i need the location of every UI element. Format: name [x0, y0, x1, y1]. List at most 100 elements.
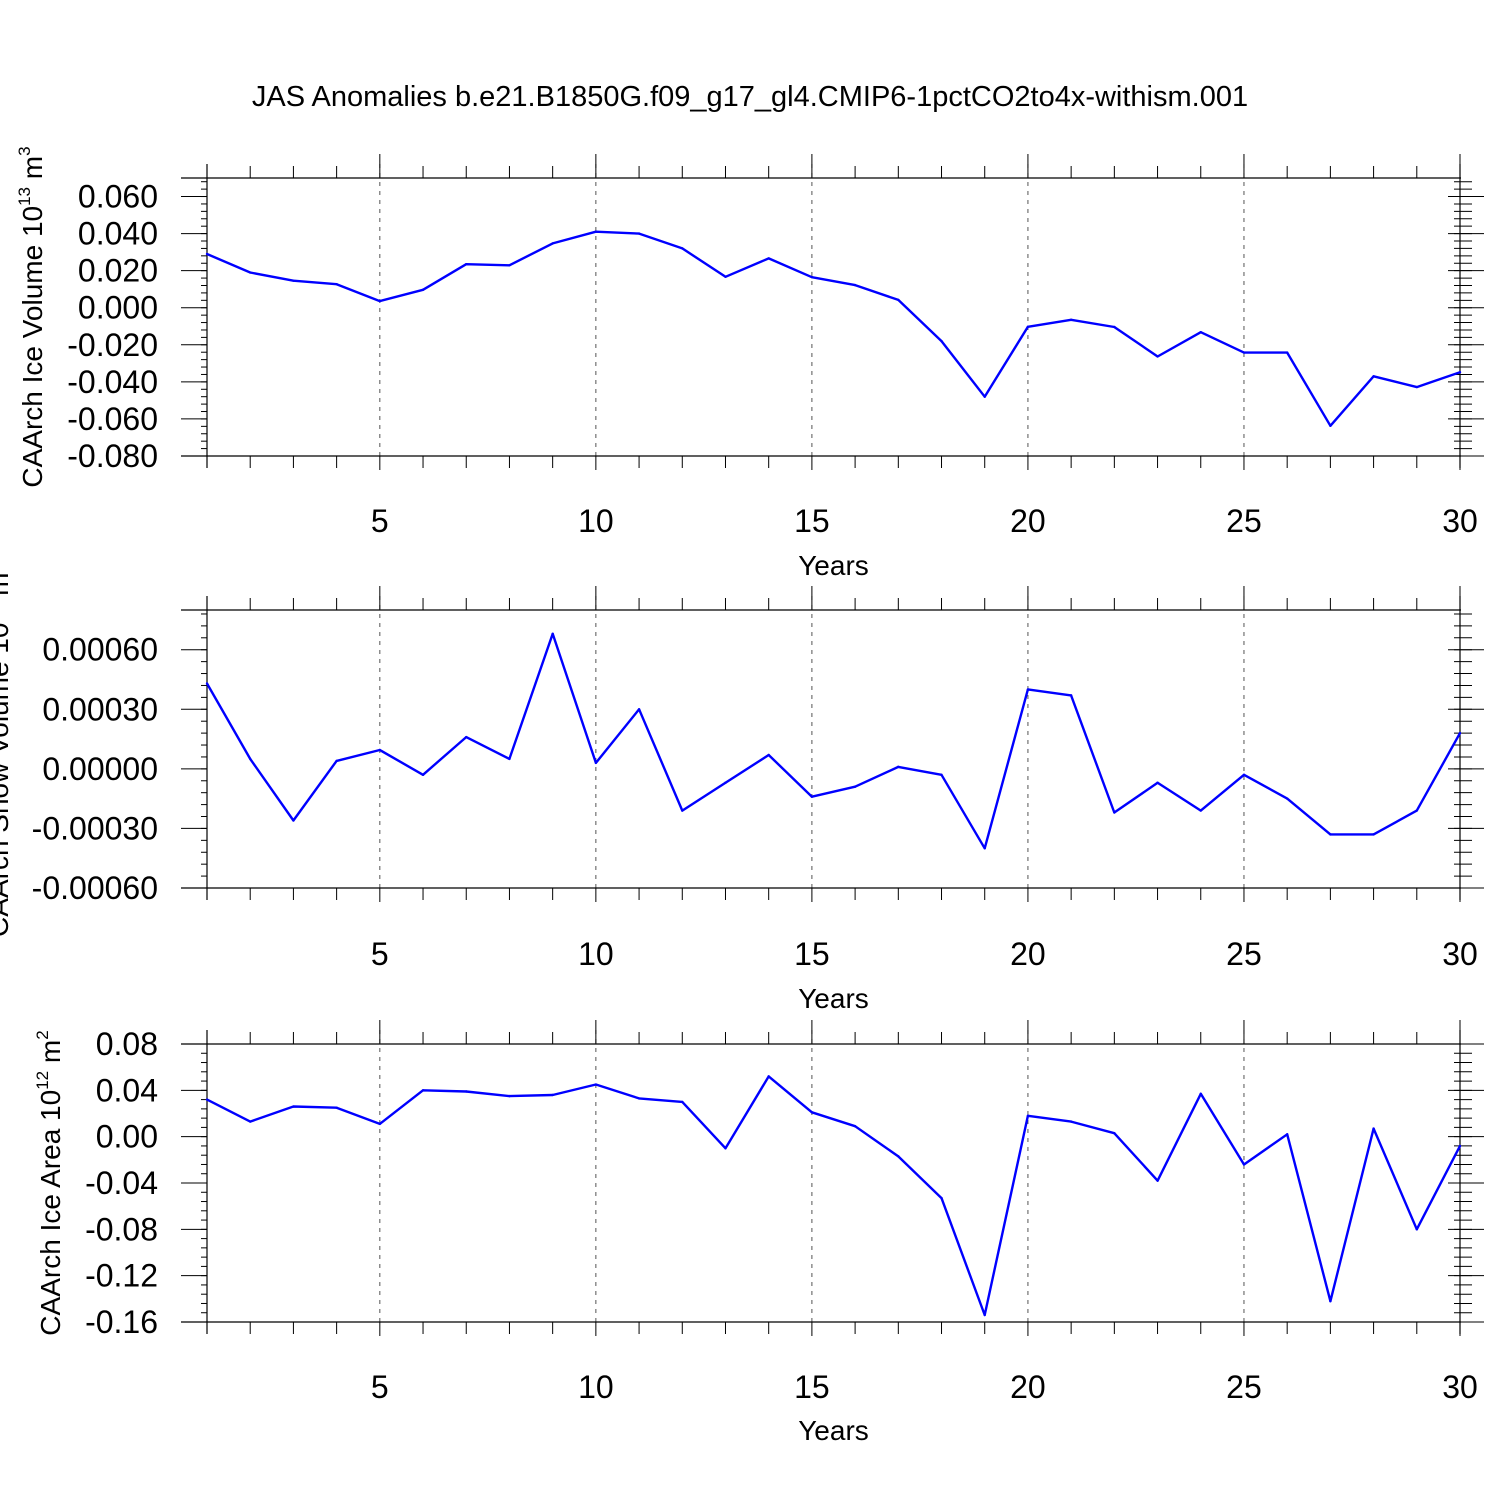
data-point	[1199, 809, 1202, 812]
y-tick-label: -0.16	[85, 1304, 158, 1340]
data-point	[1026, 325, 1030, 329]
data-point	[1458, 731, 1462, 735]
y-tick-label: -0.08	[85, 1211, 158, 1247]
x-tick-label: 20	[1010, 503, 1046, 539]
data-point	[681, 1100, 684, 1104]
data-point	[637, 708, 641, 711]
x-tick-label: 25	[1226, 503, 1262, 539]
data-point	[1199, 330, 1202, 334]
data-point	[637, 1097, 641, 1100]
y-axis-title: CAArch Snow Volume 1013 m3	[0, 563, 14, 937]
data-point	[335, 759, 338, 763]
data-point	[897, 1155, 900, 1158]
data-point	[1026, 1114, 1030, 1118]
chart-panel-1: -0.080-0.060-0.040-0.0200.0000.0200.0400…	[15, 146, 1484, 581]
y-axis-title: CAArch Ice Area 1012 m2	[33, 1030, 66, 1335]
data-point	[940, 773, 943, 777]
y-tick-label: 0.060	[78, 179, 158, 215]
series-line-1	[205, 632, 1462, 850]
data-point	[249, 1120, 252, 1123]
y-tick-label: 0.000	[78, 290, 158, 326]
data-point	[897, 765, 900, 769]
data-point	[1329, 424, 1332, 427]
x-tick-label: 20	[1010, 1369, 1046, 1405]
y-tick-label: 0.00000	[42, 751, 158, 787]
x-tick-label: 15	[794, 503, 830, 539]
data-point	[1458, 1144, 1462, 1148]
data-point	[1415, 1228, 1418, 1231]
x-tick-label: 15	[794, 936, 830, 972]
data-point	[681, 809, 684, 812]
data-point	[378, 748, 382, 752]
data-point	[810, 1111, 814, 1114]
x-tick-label: 10	[578, 1369, 614, 1405]
data-point	[681, 247, 684, 250]
data-point	[249, 271, 252, 274]
data-point	[594, 230, 598, 233]
data-point	[508, 757, 511, 761]
data-point	[983, 1313, 986, 1317]
data-point	[1285, 797, 1289, 800]
data-point	[292, 819, 295, 822]
y-tick-label: 0.04	[96, 1072, 158, 1108]
data-point	[335, 282, 338, 286]
x-axis-title: Years	[798, 550, 869, 581]
data-point	[767, 257, 770, 260]
data-point	[378, 1122, 382, 1126]
x-tick-label: 20	[1010, 936, 1046, 972]
data-point	[1113, 811, 1116, 814]
data-point	[551, 1093, 554, 1097]
data-point	[810, 795, 814, 798]
data-point	[249, 757, 252, 761]
data-point	[1113, 325, 1116, 329]
data-point	[1156, 355, 1159, 358]
y-axis-title: CAArch Ice Volume 1013 m3	[15, 146, 48, 487]
data-point	[1372, 375, 1375, 378]
data-point	[853, 283, 857, 287]
data-point	[421, 1089, 425, 1092]
x-tick-label: 30	[1442, 1369, 1478, 1405]
x-axis-title: Years	[798, 983, 869, 1014]
data-point	[853, 785, 857, 788]
data-point	[1069, 1120, 1073, 1123]
data-point	[767, 753, 770, 757]
y-tick-label: -0.12	[85, 1258, 158, 1294]
data-point	[853, 1125, 857, 1128]
data-point	[897, 298, 900, 302]
data-point	[335, 1106, 338, 1109]
y-tick-label: 0.00	[96, 1119, 158, 1155]
data-point	[1069, 694, 1073, 697]
y-tick-label: -0.00060	[32, 870, 158, 906]
data-point	[1458, 371, 1462, 374]
x-tick-label: 30	[1442, 936, 1478, 972]
data-point	[1285, 351, 1289, 354]
data-point	[1113, 1131, 1116, 1135]
data-point	[724, 275, 727, 278]
data-point	[465, 262, 468, 266]
x-tick-label: 10	[578, 936, 614, 972]
y-tick-label: -0.040	[67, 364, 158, 400]
data-point	[983, 395, 986, 398]
data-point	[551, 242, 554, 245]
x-tick-label: 5	[371, 1369, 389, 1405]
data-point	[421, 773, 425, 777]
x-tick-label: 5	[371, 936, 389, 972]
data-point	[205, 1098, 209, 1101]
data-point	[1069, 318, 1073, 321]
data-point	[465, 1090, 468, 1093]
y-tick-label: 0.08	[96, 1026, 158, 1062]
data-point	[767, 1075, 770, 1078]
data-point	[1329, 833, 1332, 836]
data-point	[205, 682, 209, 685]
data-point	[1329, 1299, 1332, 1303]
data-point	[1156, 1179, 1159, 1182]
data-point	[1242, 773, 1246, 777]
data-point	[1285, 1133, 1289, 1136]
data-point	[594, 1083, 598, 1086]
data-point	[1242, 1163, 1246, 1166]
x-tick-label: 30	[1442, 503, 1478, 539]
x-tick-label: 5	[371, 503, 389, 539]
data-point	[637, 232, 641, 235]
data-point	[292, 1105, 295, 1108]
data-point	[421, 288, 425, 291]
